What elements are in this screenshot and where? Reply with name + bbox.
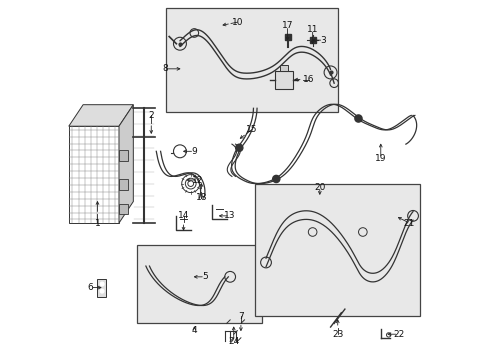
Text: 7: 7	[238, 312, 244, 321]
Circle shape	[235, 144, 243, 151]
Polygon shape	[119, 150, 128, 161]
Circle shape	[272, 175, 279, 183]
Text: 18: 18	[195, 193, 207, 202]
Text: 15: 15	[245, 125, 257, 134]
Circle shape	[100, 289, 104, 293]
Polygon shape	[119, 180, 128, 190]
Text: 11: 11	[306, 25, 318, 34]
Bar	[255, 184, 419, 316]
Circle shape	[100, 282, 104, 286]
Text: 16: 16	[303, 75, 314, 84]
Circle shape	[354, 115, 361, 122]
Text: 13: 13	[224, 211, 235, 220]
Text: 9: 9	[191, 147, 197, 156]
Bar	[280, 65, 287, 71]
Bar	[137, 244, 262, 323]
Text: 5: 5	[202, 272, 207, 281]
Polygon shape	[119, 105, 133, 223]
Text: 23: 23	[331, 330, 343, 339]
Text: 19: 19	[374, 154, 386, 163]
Text: 12: 12	[192, 176, 203, 185]
Text: 10: 10	[231, 18, 243, 27]
Text: 21: 21	[403, 219, 414, 228]
Text: 2: 2	[148, 111, 154, 120]
Text: 3: 3	[320, 36, 325, 45]
Text: 24: 24	[227, 337, 239, 346]
Text: 1: 1	[94, 219, 100, 228]
Text: 8: 8	[163, 64, 168, 73]
Polygon shape	[69, 126, 119, 223]
Text: 22: 22	[392, 330, 404, 339]
Bar	[165, 8, 337, 112]
Bar	[274, 71, 292, 89]
Text: 17: 17	[281, 21, 293, 30]
Polygon shape	[69, 105, 133, 126]
Text: 4: 4	[191, 326, 197, 335]
Bar	[97, 279, 105, 297]
Text: 14: 14	[178, 211, 189, 220]
Polygon shape	[119, 204, 128, 215]
Text: 20: 20	[313, 183, 325, 192]
Text: 6: 6	[87, 283, 93, 292]
